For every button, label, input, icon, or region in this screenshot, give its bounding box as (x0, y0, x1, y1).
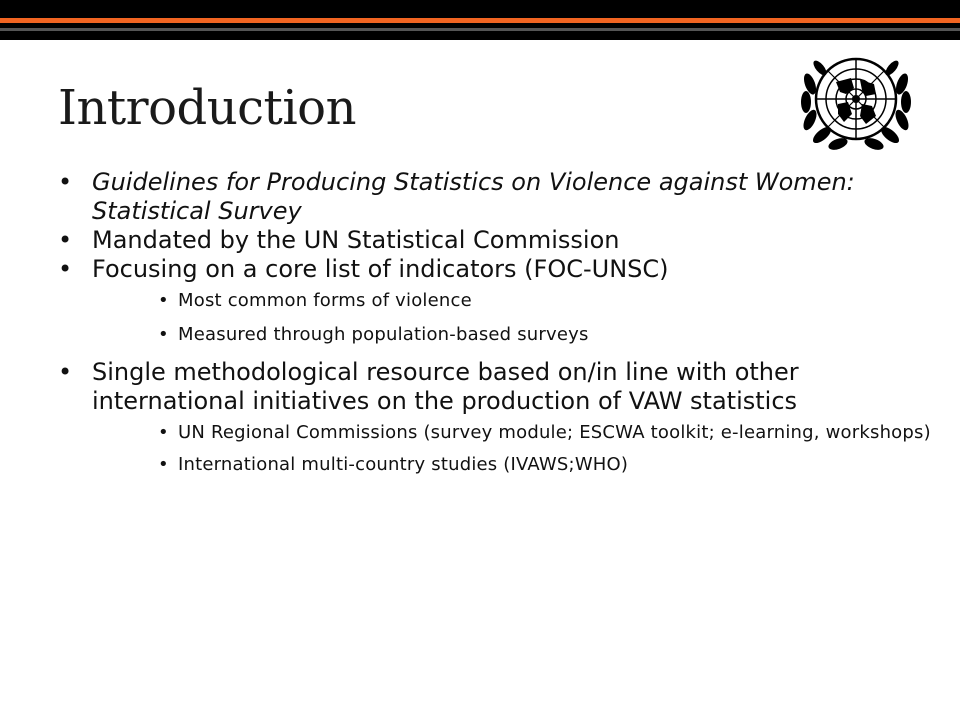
header-bar-accent (0, 18, 960, 23)
bullet-list: Guidelines for Producing Statistics on V… (58, 168, 938, 486)
sub-bullet-list: Most common forms of violence Measured t… (92, 290, 938, 346)
sub-bullet: Measured through population-based survey… (158, 324, 938, 346)
bullet-methodological-resource: Single methodological resource based on/… (58, 358, 938, 476)
bullet-text: Focusing on a core list of indicators (F… (92, 255, 669, 283)
header-bar-black (0, 0, 960, 18)
sub-bullet-list: UN Regional Commissions (survey module; … (92, 422, 938, 476)
header-bar-stripe (0, 28, 960, 31)
bullet-text: Single methodological resource based on/… (92, 358, 799, 415)
bullet-mandate: Mandated by the UN Statistical Commissio… (58, 226, 938, 255)
un-emblem-icon (801, 57, 911, 150)
sub-bullet: International multi-country studies (IVA… (158, 454, 938, 476)
bullet-text: Guidelines for Producing Statistics on V… (92, 168, 855, 225)
bullet-core-indicators: Focusing on a core list of indicators (F… (58, 255, 938, 346)
header-bar-bottom (0, 23, 960, 40)
sub-bullet: UN Regional Commissions (survey module; … (158, 422, 938, 444)
bullet-guidelines: Guidelines for Producing Statistics on V… (58, 168, 938, 226)
bullet-text: Mandated by the UN Statistical Commissio… (92, 226, 620, 254)
sub-bullet: Most common forms of violence (158, 290, 938, 312)
slide-title: Introduction (58, 80, 356, 136)
